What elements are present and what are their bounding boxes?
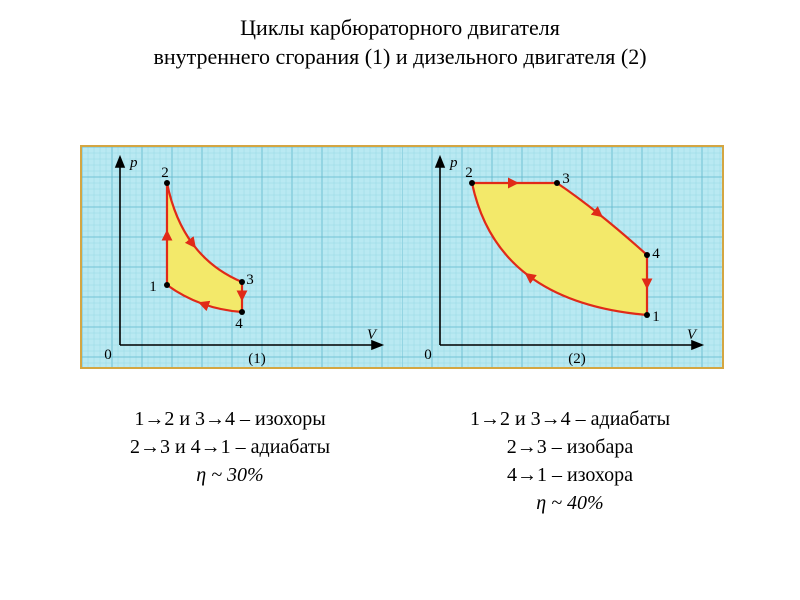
caption-1: 1→2 и 3→4 – изохоры 2→3 и 4→1 – адиабаты… xyxy=(60,405,400,517)
svg-text:1: 1 xyxy=(652,309,660,325)
svg-text:3: 3 xyxy=(562,171,570,187)
caption-1-eta: η ~ 30% xyxy=(196,464,263,486)
caption-2-line-2: 2→3 – изобара xyxy=(507,436,633,458)
svg-text:4: 4 xyxy=(652,246,660,262)
caption-1-line-2: 2→3 и 4→1 – адиабаты xyxy=(130,436,330,458)
diagram-container: pV0(1)1234pV0(2)1234 xyxy=(80,145,724,369)
pv-diagram-1: pV0(1)1234 xyxy=(82,147,402,367)
title-line-1: Циклы карбюраторного двигателя xyxy=(240,15,560,40)
captions-row: 1→2 и 3→4 – изохоры 2→3 и 4→1 – адиабаты… xyxy=(60,405,740,517)
svg-text:4: 4 xyxy=(235,316,243,332)
svg-text:3: 3 xyxy=(246,272,254,288)
caption-2-eta: η ~ 40% xyxy=(536,492,603,514)
caption-2-line-3: 4→1 – изохора xyxy=(507,464,633,486)
caption-2-line-1: 1→2 и 3→4 – адиабаты xyxy=(470,408,670,430)
panel-2: pV0(2)1234 xyxy=(402,147,722,367)
svg-text:(2): (2) xyxy=(568,351,586,367)
pv-diagram-2: pV0(2)1234 xyxy=(402,147,722,367)
svg-text:p: p xyxy=(449,155,458,171)
page-title: Циклы карбюраторного двигателя внутренне… xyxy=(0,0,800,71)
panel-1: pV0(1)1234 xyxy=(82,147,402,367)
svg-text:p: p xyxy=(129,155,138,171)
svg-text:2: 2 xyxy=(161,165,169,181)
caption-2: 1→2 и 3→4 – адиабаты 2→3 – изобара 4→1 –… xyxy=(400,405,740,517)
svg-text:(1): (1) xyxy=(248,351,266,367)
svg-text:0: 0 xyxy=(104,347,112,363)
svg-text:0: 0 xyxy=(424,347,432,363)
svg-text:1: 1 xyxy=(149,279,157,295)
title-line-2: внутреннего сгорания (1) и дизельного дв… xyxy=(153,44,646,69)
caption-1-line-1: 1→2 и 3→4 – изохоры xyxy=(134,408,325,430)
svg-text:2: 2 xyxy=(465,165,473,181)
